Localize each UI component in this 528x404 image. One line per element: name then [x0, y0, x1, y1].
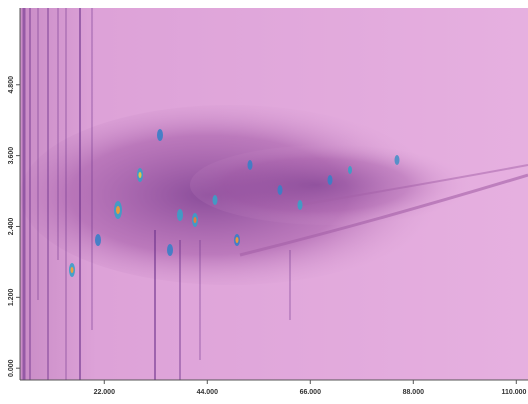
x-tick-label: 88.000 [403, 389, 425, 396]
heatmap-texture [20, 8, 528, 380]
x-tick-label: 110.000 [502, 389, 527, 396]
plot-area [20, 8, 528, 380]
y-tick-label: 1.200 [8, 288, 15, 306]
y-tick-label: 4.800 [8, 76, 15, 94]
y-tick-label: 2.400 [8, 218, 15, 236]
y-tick-label: 3.600 [8, 147, 15, 165]
x-tick-label: 22.000 [94, 389, 116, 396]
x-tick-label: 66.000 [300, 389, 322, 396]
x-tick-label: 44.000 [197, 389, 219, 396]
y-tick-label: 0.000 [8, 359, 15, 377]
